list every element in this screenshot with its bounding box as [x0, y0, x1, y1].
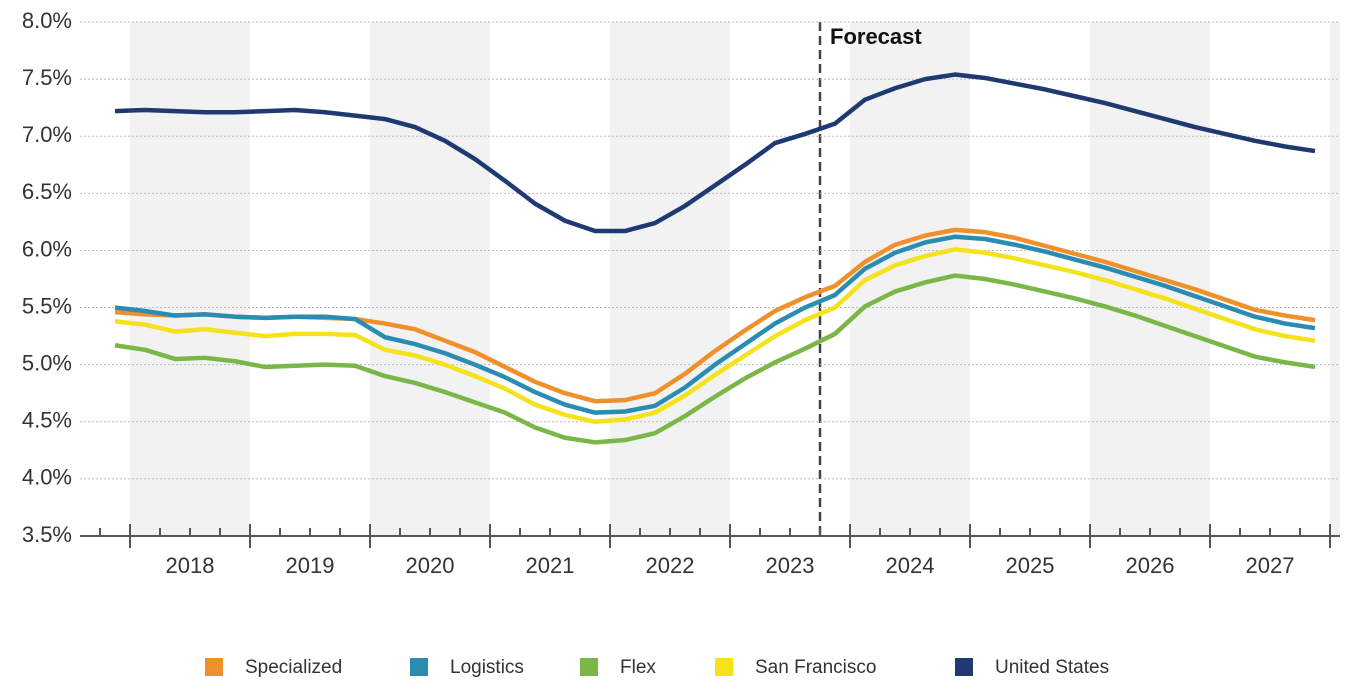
x-tick-label: 2027: [1246, 553, 1295, 578]
y-tick-label: 7.5%: [22, 65, 72, 90]
legend-swatch: [715, 658, 733, 676]
legend-label: Logistics: [450, 657, 524, 678]
x-tick-label: 2018: [166, 553, 215, 578]
y-tick-label: 6.5%: [22, 179, 72, 204]
legend-label: Flex: [620, 657, 656, 678]
y-tick-label: 3.5%: [22, 522, 72, 547]
y-tick-label: 8.0%: [22, 8, 72, 33]
legend-swatch: [580, 658, 598, 676]
band: [610, 22, 730, 536]
x-tick-label: 2022: [646, 553, 695, 578]
y-tick-label: 5.5%: [22, 293, 72, 318]
line-series: [114, 72, 1316, 234]
x-tick-label: 2026: [1126, 553, 1175, 578]
band: [1330, 22, 1340, 536]
line-series: [114, 234, 1316, 415]
line-series: [114, 273, 1316, 445]
legend-swatch: [410, 658, 428, 676]
line-series: [114, 247, 1316, 425]
y-tick-label: 5.0%: [22, 350, 72, 375]
y-tick-label: 6.0%: [22, 236, 72, 261]
legend-swatch: [205, 658, 223, 676]
x-tick-label: 2019: [286, 553, 335, 578]
legend-label: United States: [995, 657, 1109, 678]
band: [130, 22, 250, 536]
x-tick-label: 2024: [886, 553, 935, 578]
y-tick-label: 4.0%: [22, 465, 72, 490]
x-tick-label: 2025: [1006, 553, 1055, 578]
band: [370, 22, 490, 536]
x-tick-label: 2023: [766, 553, 815, 578]
x-tick-label: 2021: [526, 553, 575, 578]
y-tick-label: 7.0%: [22, 122, 72, 147]
legend-label: San Francisco: [755, 657, 876, 678]
y-tick-label: 4.5%: [22, 408, 72, 433]
legend-swatch: [955, 658, 973, 676]
forecast-label: Forecast: [830, 24, 922, 49]
legend-label: Specialized: [245, 657, 342, 678]
x-tick-label: 2020: [406, 553, 455, 578]
